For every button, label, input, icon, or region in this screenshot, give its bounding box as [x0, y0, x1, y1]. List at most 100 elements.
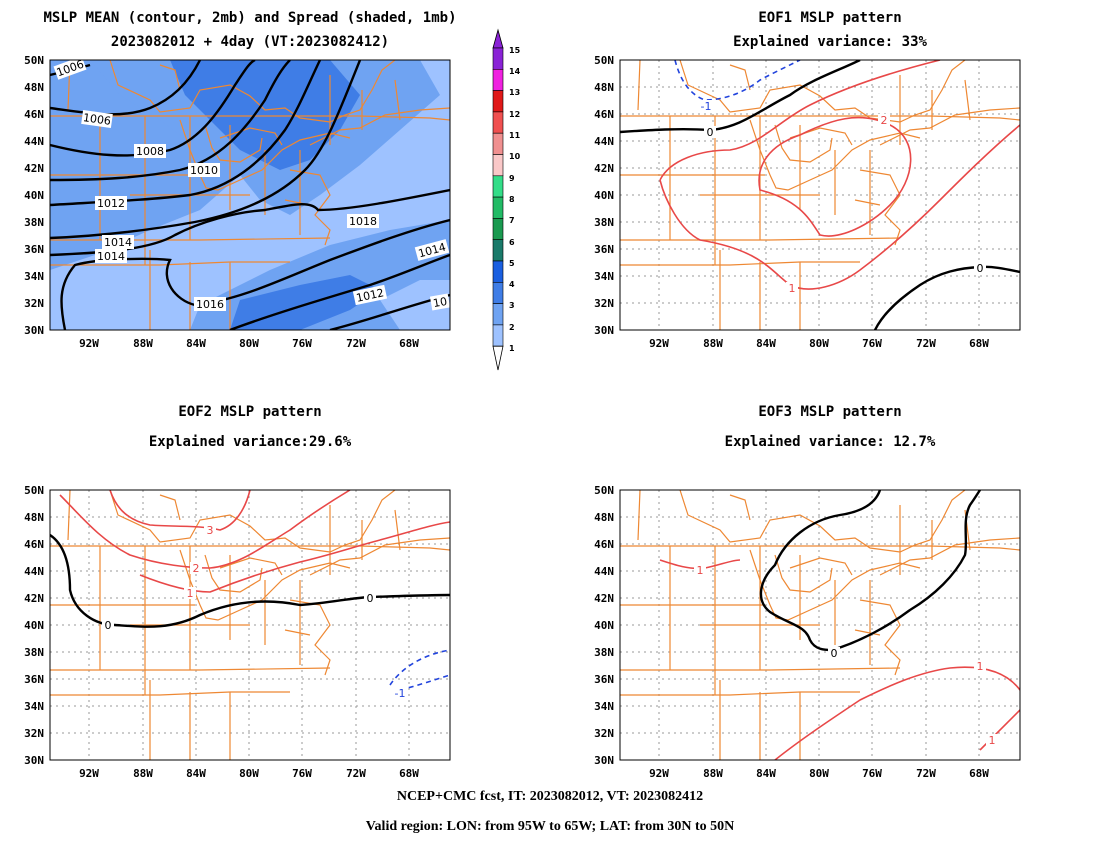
- svg-text:2: 2: [509, 323, 515, 332]
- svg-text:32N: 32N: [24, 727, 44, 740]
- svg-text:1014: 1014: [97, 250, 125, 263]
- svg-text:6: 6: [509, 238, 515, 247]
- svg-text:1: 1: [697, 564, 704, 577]
- svg-text:10: 10: [509, 152, 521, 161]
- svg-text:14: 14: [509, 67, 521, 76]
- svg-text:32N: 32N: [594, 727, 614, 740]
- svg-text:76W: 76W: [292, 767, 312, 780]
- svg-text:1012: 1012: [97, 197, 125, 210]
- eof3-contour-labels: 1 0 1 1: [694, 564, 998, 747]
- svg-text:68W: 68W: [399, 337, 419, 350]
- svg-text:42N: 42N: [594, 162, 614, 175]
- eof2-map-frame: [49, 489, 451, 761]
- svg-text:34N: 34N: [24, 700, 44, 713]
- svg-text:5: 5: [509, 259, 515, 268]
- svg-text:1: 1: [989, 734, 996, 747]
- svg-text:3: 3: [207, 524, 214, 537]
- svg-text:2: 2: [881, 114, 888, 127]
- spread-colorbar: 15 14 13 12 11 10 9 8 7 6 5 4 3 2 1: [492, 28, 521, 371]
- eof3-subtitle: Explained variance: 12.7%: [724, 434, 936, 450]
- svg-text:30N: 30N: [594, 324, 614, 337]
- svg-text:68W: 68W: [969, 337, 989, 350]
- svg-text:1: 1: [789, 282, 796, 295]
- svg-text:1: 1: [187, 587, 194, 600]
- svg-text:44N: 44N: [594, 565, 614, 578]
- svg-text:36N: 36N: [594, 673, 614, 686]
- svg-text:76W: 76W: [862, 767, 882, 780]
- svg-text:15: 15: [509, 46, 521, 55]
- svg-text:40N: 40N: [24, 189, 44, 202]
- eof2-contours: [50, 490, 450, 691]
- svg-text:84W: 84W: [756, 767, 776, 780]
- mean-map-frame: [49, 59, 451, 331]
- svg-text:46N: 46N: [24, 538, 44, 551]
- svg-text:88W: 88W: [133, 337, 153, 350]
- svg-text:1018: 1018: [349, 215, 377, 228]
- svg-text:72W: 72W: [346, 767, 366, 780]
- svg-text:80W: 80W: [809, 337, 829, 350]
- svg-text:38N: 38N: [594, 646, 614, 659]
- svg-text:1: 1: [977, 660, 984, 673]
- svg-text:92W: 92W: [649, 767, 669, 780]
- svg-text:50N: 50N: [594, 484, 614, 497]
- svg-text:68W: 68W: [399, 767, 419, 780]
- svg-text:50N: 50N: [24, 54, 44, 67]
- svg-text:32N: 32N: [594, 297, 614, 310]
- eof1-state-boundaries: [620, 60, 1020, 330]
- svg-text:30N: 30N: [24, 754, 44, 767]
- svg-text:2: 2: [193, 562, 200, 575]
- svg-text:84W: 84W: [186, 337, 206, 350]
- svg-text:1008: 1008: [136, 145, 164, 158]
- mean-title: MSLP MEAN (contour, 2mb) and Spread (sha…: [43, 10, 457, 26]
- eof1-contour-labels: -1 0 2 1 0: [698, 100, 986, 295]
- svg-text:72W: 72W: [346, 337, 366, 350]
- svg-text:36N: 36N: [24, 243, 44, 256]
- svg-text:48N: 48N: [594, 511, 614, 524]
- svg-text:88W: 88W: [133, 767, 153, 780]
- svg-text:92W: 92W: [79, 767, 99, 780]
- svg-text:84W: 84W: [756, 337, 776, 350]
- svg-text:30N: 30N: [24, 324, 44, 337]
- svg-text:36N: 36N: [594, 243, 614, 256]
- svg-text:48N: 48N: [24, 81, 44, 94]
- eof3-map-frame: [619, 489, 1021, 761]
- svg-text:38N: 38N: [24, 646, 44, 659]
- eof1-contours: [620, 60, 1020, 330]
- svg-text:34N: 34N: [24, 270, 44, 283]
- eof1-subtitle: Explained variance: 33%: [733, 34, 927, 50]
- svg-text:50N: 50N: [24, 484, 44, 497]
- svg-text:8: 8: [509, 195, 515, 204]
- svg-text:1: 1: [509, 344, 515, 353]
- svg-text:7: 7: [509, 216, 515, 225]
- mean-state-boundaries: [50, 60, 450, 330]
- eof2-contour-labels: 3 2 1 0 0 -1: [102, 524, 408, 700]
- svg-text:44N: 44N: [24, 135, 44, 148]
- svg-text:48N: 48N: [24, 511, 44, 524]
- svg-text:42N: 42N: [594, 592, 614, 605]
- eof1-map-frame: [619, 59, 1021, 331]
- svg-text:92W: 92W: [649, 337, 669, 350]
- svg-text:-1: -1: [395, 687, 406, 700]
- svg-text:32N: 32N: [24, 297, 44, 310]
- eof3-title: EOF3 MSLP pattern: [758, 404, 902, 420]
- svg-text:9: 9: [509, 174, 515, 183]
- eof2-map-panel: 3 2 1 0 0 -1: [49, 489, 451, 761]
- svg-text:76W: 76W: [292, 337, 312, 350]
- footer-forecast-info: NCEP+CMC fcst, IT: 2023082012, VT: 20230…: [396, 789, 704, 804]
- svg-text:0: 0: [831, 647, 838, 660]
- eof2-title: EOF2 MSLP pattern: [178, 404, 322, 420]
- svg-text:36N: 36N: [24, 673, 44, 686]
- svg-text:46N: 46N: [594, 108, 614, 121]
- svg-text:80W: 80W: [809, 767, 829, 780]
- svg-text:42N: 42N: [24, 162, 44, 175]
- svg-text:0: 0: [367, 592, 374, 605]
- svg-text:72W: 72W: [916, 337, 936, 350]
- axis-labels: 50N 48N 46N 44N 42N 40N 38N 36N 34N 32N …: [24, 54, 989, 780]
- svg-text:10: 10: [432, 295, 448, 310]
- svg-text:46N: 46N: [24, 108, 44, 121]
- mean-contour-labels: 1006 1006 1008 1010 1012 1014 1014 1016 …: [53, 56, 451, 311]
- svg-text:0: 0: [707, 126, 714, 139]
- footer-valid-region: Valid region: LON: from 95W to 65W; LAT:…: [365, 819, 735, 834]
- svg-text:0: 0: [105, 619, 112, 632]
